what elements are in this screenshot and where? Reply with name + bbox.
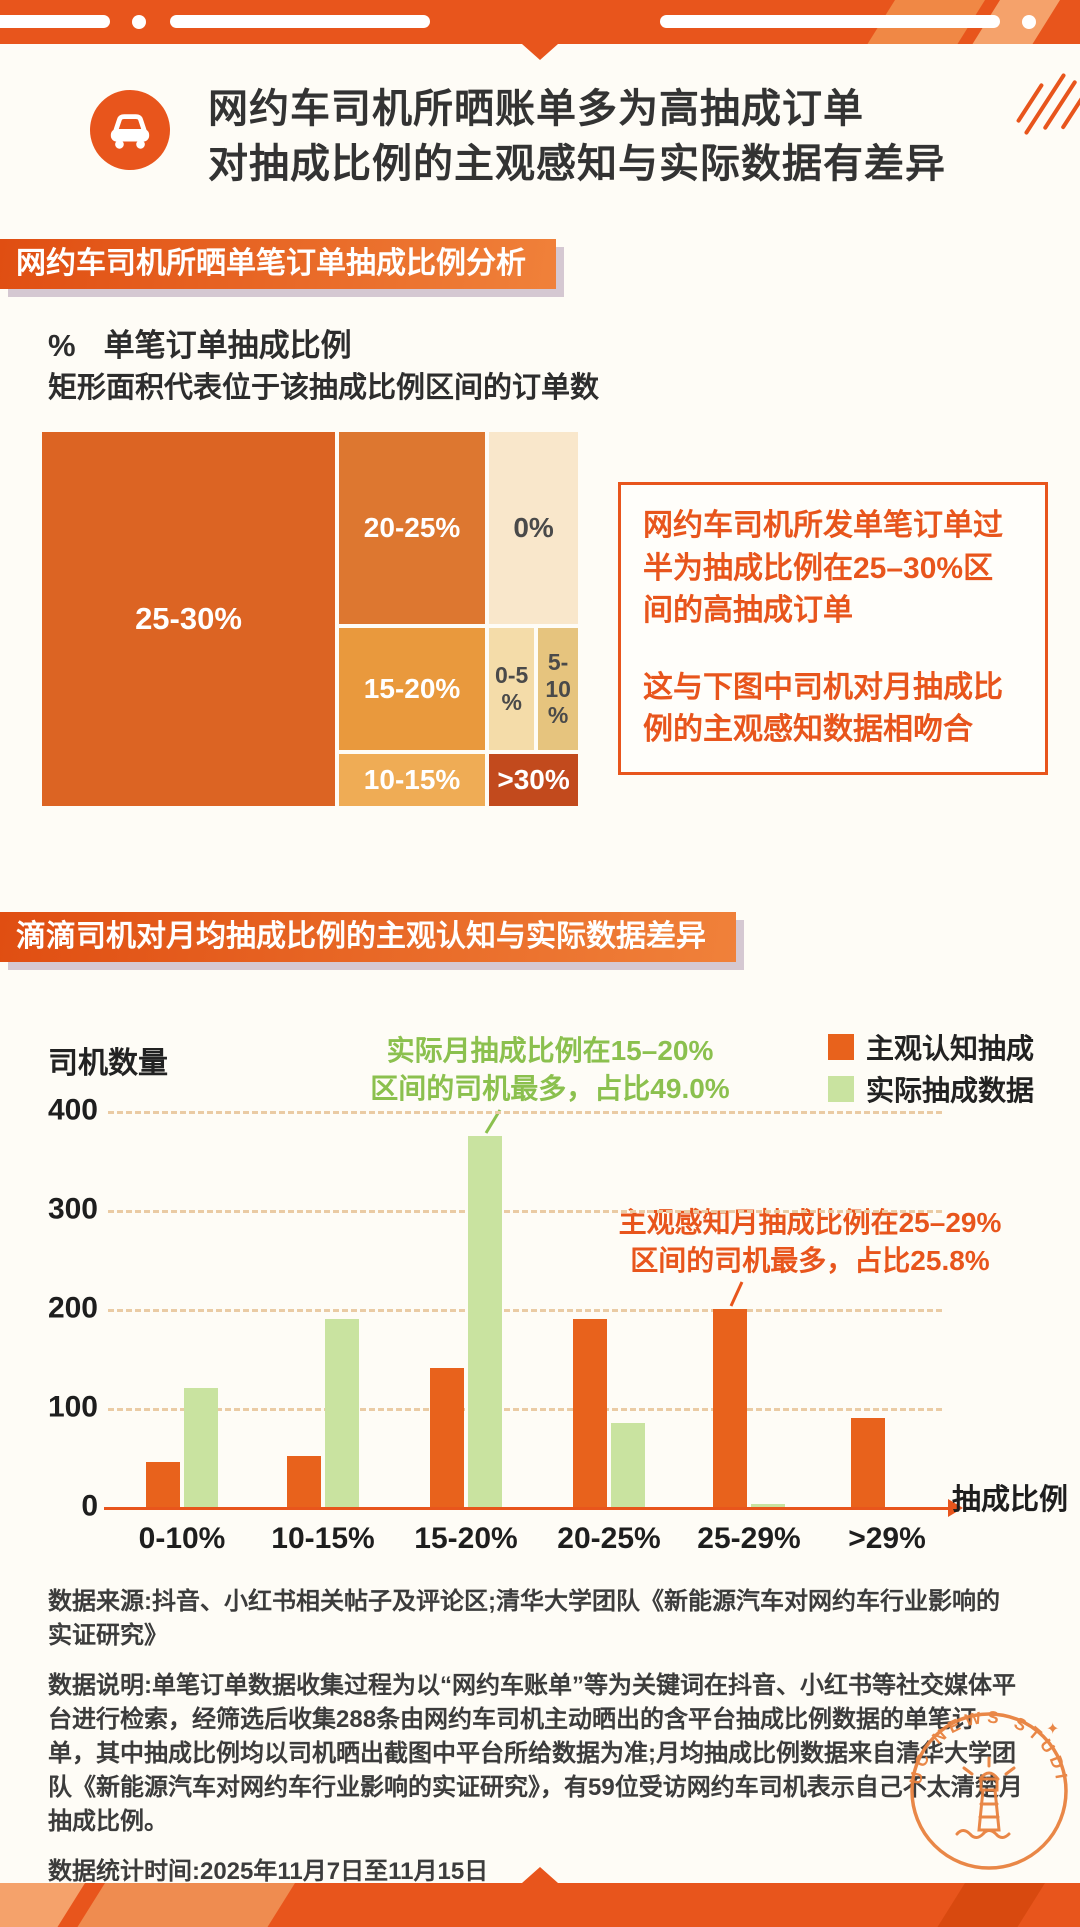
page-title-line2: 对抽成比例的主观感知与实际数据有差异	[208, 142, 946, 186]
treemap-block-0-5%: 0-5%	[487, 625, 537, 753]
gridline-100	[108, 1408, 942, 1411]
bar-实际抽成数据-20-25%	[611, 1423, 645, 1507]
banner-deco	[0, 1883, 94, 1927]
banner-dot	[132, 15, 146, 29]
bar-实际抽成数据-10-15%	[325, 1319, 359, 1507]
data-note-text: 数据说明:单笔订单数据收集过程为以“网约车账单”等为关键词在抖音、小红书等社交媒…	[48, 1672, 1023, 1835]
banner-dash	[660, 15, 1000, 28]
data-source-text: 数据来源:抖音、小红书相关帖子及评论区;清华大学团队《新能源汽车对网约车行业影响…	[48, 1588, 1000, 1649]
annotation-subjective-peak: 主观感知月抽成比例在25–29% 区间的司机最多，占比25.8%	[618, 1207, 1002, 1277]
top-banner	[0, 0, 1080, 44]
gridline-400	[108, 1111, 942, 1114]
section2-badge: 滴滴司机对月均抽成比例的主观认知与实际数据差异	[0, 912, 736, 962]
legend-swatch-green	[828, 1076, 854, 1102]
decorative-slashes-icon	[1015, 68, 1080, 168]
y-tick-200: 200	[47, 1291, 98, 1325]
treemap-block-25-30%: 25-30%	[40, 430, 337, 808]
callout-line1: 网约车司机所发单笔订单过半为抽成比例在25–30%区间的高抽成订单	[643, 509, 1003, 628]
banner-dash	[0, 15, 110, 28]
x-axis-line	[104, 1507, 950, 1510]
stamp-sparkle-icon: ✦	[1046, 1721, 1059, 1738]
bar-实际抽成数据-25-29%	[751, 1504, 785, 1507]
treemap-block-15-20%: 15-20%	[337, 625, 488, 753]
x-tick->29%: >29%	[848, 1522, 926, 1555]
legend: 主观认知抽成 实际抽成数据	[828, 1026, 1034, 1110]
bar-实际抽成数据-0-10%	[184, 1388, 218, 1507]
page-title-line1: 网约车司机所晒账单多为高抽成订单	[208, 87, 864, 131]
banner-dot	[1022, 15, 1036, 29]
y-tick-300: 300	[47, 1192, 98, 1226]
y-axis-title: 司机数量	[48, 1047, 168, 1080]
x-tick-0-10%: 0-10%	[138, 1522, 226, 1555]
x-axis-title: 抽成比例	[952, 1484, 1069, 1516]
bar-主观认知抽成-10-15%	[287, 1456, 321, 1507]
treemap-block-0%: 0%	[487, 430, 580, 626]
bar-实际抽成数据-15-20%	[468, 1136, 502, 1507]
bar-主观认知抽成->29%	[851, 1418, 885, 1507]
gridline-300	[108, 1210, 942, 1213]
data-date-text: 数据统计时间:2025年11月7日至11月15日	[48, 1858, 489, 1885]
car-icon	[90, 90, 170, 170]
treemap-title-text: 单笔订单抽成比例	[103, 328, 352, 363]
footer: 数据来源:抖音、小红书相关帖子及评论区;清华大学团队《新能源汽车对网约车行业影响…	[48, 1585, 1023, 1889]
bar-chart: 司机数量 主观认知抽成 实际抽成数据 实际月抽成比例在15–20% 区间的司机最…	[0, 1010, 1080, 1600]
x-tick-10-15%: 10-15%	[271, 1522, 375, 1555]
page-title: 网约车司机所晒账单多为高抽成订单 对抽成比例的主观感知与实际数据有差异	[208, 82, 946, 192]
callout-line2: 这与下图中司机对月抽成比例的主观感知数据相吻合	[643, 670, 1003, 747]
annotation-actual-peak: 实际月抽成比例在15–20% 区间的司机最多，占比49.0%	[370, 1035, 730, 1105]
y-tick-400: 400	[47, 1093, 98, 1127]
treemap-subtitle: 矩形面积代表位于该抽成比例区间的订单数	[48, 372, 600, 404]
lighthouse-icon	[955, 1756, 1016, 1839]
legend-item-actual: 实际抽成数据	[828, 1068, 1034, 1110]
x-axis-arrow-icon	[948, 1499, 963, 1517]
bar-主观认知抽成-15-20%	[430, 1368, 464, 1507]
legend-item-subjective: 主观认知抽成	[828, 1026, 1034, 1068]
banner-notch	[522, 44, 558, 60]
treemap-block-10-15%: 10-15%	[337, 752, 488, 808]
bar-主观认知抽成-0-10%	[146, 1462, 180, 1507]
banner-dash	[170, 15, 430, 28]
x-tick-15-20%: 15-20%	[414, 1522, 518, 1555]
x-tick-25-29%: 25-29%	[697, 1522, 801, 1555]
banner-notch-bottom	[522, 1867, 558, 1883]
x-tick-20-25%: 20-25%	[557, 1522, 661, 1555]
bar-主观认知抽成-25-29%	[713, 1309, 747, 1507]
treemap-block->30%: >30%	[487, 752, 580, 808]
ruc-news-studio-stamp: RUC NEWS STUDIO ✦	[889, 1683, 1080, 1880]
treemap-block-5-10%: 5-10%	[536, 625, 580, 753]
treemap-unit-label: %	[48, 328, 76, 363]
treemap-block-20-25%: 20-25%	[337, 430, 488, 626]
gridline-200	[108, 1309, 942, 1312]
callout-box: 网约车司机所发单笔订单过半为抽成比例在25–30%区间的高抽成订单 这与下图中司…	[618, 482, 1048, 775]
treemap-title: % 单笔订单抽成比例	[48, 320, 352, 365]
banner-deco	[66, 1883, 304, 1927]
banner-deco	[926, 1883, 1054, 1927]
car-glyph	[110, 114, 150, 149]
bottom-banner	[0, 1883, 1080, 1927]
bar-主观认知抽成-20-25%	[573, 1319, 607, 1507]
treemap: 25-30% 20-25% 0% 15-20% 0-5% 5-10% 10-15% >30%	[40, 430, 580, 808]
y-tick-100: 100	[47, 1390, 98, 1424]
section1-badge: 网约车司机所晒单笔订单抽成比例分析	[0, 239, 556, 289]
legend-swatch-orange	[828, 1034, 854, 1060]
y-tick-0: 0	[81, 1489, 98, 1523]
